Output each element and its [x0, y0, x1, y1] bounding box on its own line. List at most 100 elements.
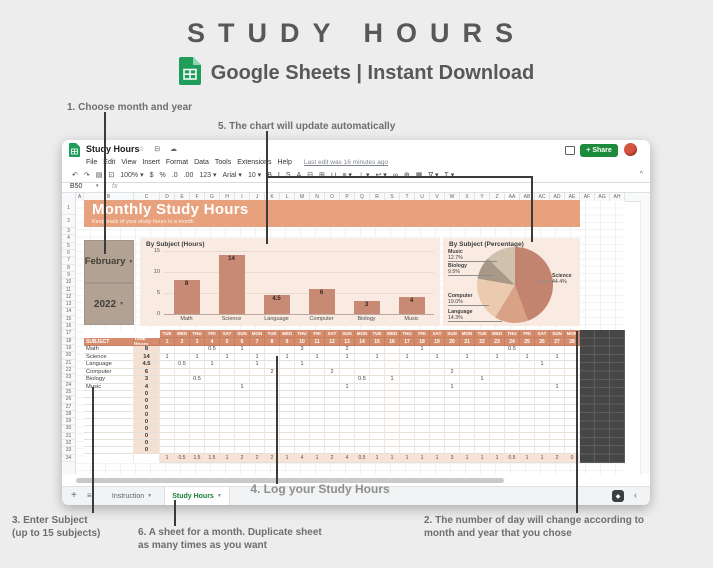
- hour-log-cell[interactable]: [475, 433, 490, 440]
- hour-log-cell[interactable]: [520, 405, 535, 412]
- menu-extensions[interactable]: Extensions: [237, 159, 272, 166]
- hour-log-cell[interactable]: [520, 433, 535, 440]
- filter-icon[interactable]: ∇ ▾: [428, 171, 438, 179]
- hour-log-cell[interactable]: [475, 368, 490, 376]
- hour-log-cell[interactable]: [505, 398, 520, 405]
- hour-log-cell[interactable]: [295, 440, 310, 447]
- hour-log-cell[interactable]: [175, 383, 190, 391]
- hour-log-cell[interactable]: [340, 391, 355, 398]
- hour-log-cell[interactable]: [460, 426, 475, 433]
- hour-log-cell[interactable]: [265, 405, 280, 412]
- hour-log-cell[interactable]: [295, 398, 310, 405]
- hour-log-cell[interactable]: [535, 353, 550, 361]
- hour-log-cell[interactable]: [220, 440, 235, 447]
- hour-log-cell[interactable]: 1: [190, 353, 205, 361]
- hour-log-cell[interactable]: [175, 433, 190, 440]
- hour-log-cell[interactable]: [325, 433, 340, 440]
- hour-log-cell[interactable]: [235, 433, 250, 440]
- row-header-15[interactable]: 15: [62, 316, 75, 324]
- hour-log-cell[interactable]: [325, 447, 340, 454]
- hour-log-cell[interactable]: 1: [340, 353, 355, 361]
- hour-log-cell[interactable]: [325, 346, 340, 354]
- hour-log-cell[interactable]: [205, 353, 220, 361]
- hour-log-cell[interactable]: 1: [205, 361, 220, 369]
- row-header-2[interactable]: 2: [62, 215, 75, 228]
- hour-log-cell[interactable]: [490, 440, 505, 447]
- hour-log-cell[interactable]: [565, 426, 580, 433]
- hour-log-cell[interactable]: [370, 419, 385, 426]
- hour-log-cell[interactable]: [310, 398, 325, 405]
- hour-log-cell[interactable]: [370, 383, 385, 391]
- hour-log-cell[interactable]: [385, 391, 400, 398]
- hour-log-cell[interactable]: [205, 447, 220, 454]
- column-header-AH[interactable]: AH: [610, 193, 625, 201]
- hour-log-cell[interactable]: 1: [370, 353, 385, 361]
- hour-log-cell[interactable]: 0.5: [190, 376, 205, 384]
- hour-log-cell[interactable]: [265, 383, 280, 391]
- hour-log-cell[interactable]: 0.5: [355, 376, 370, 384]
- hour-log-cell[interactable]: [460, 447, 475, 454]
- hour-log-cell[interactable]: [445, 353, 460, 361]
- hour-log-cell[interactable]: [370, 405, 385, 412]
- number-format-select[interactable]: 123 ▾: [199, 172, 217, 179]
- subject-name-cell[interactable]: [84, 412, 134, 419]
- row-header-6[interactable]: 6: [62, 250, 75, 258]
- row-header-31[interactable]: 31: [62, 433, 75, 441]
- menu-edit[interactable]: Edit: [103, 159, 116, 166]
- decrease-decimals-icon[interactable]: .0: [171, 171, 178, 179]
- collapse-panel-icon[interactable]: ‹: [634, 490, 637, 500]
- hour-log-cell[interactable]: [505, 419, 520, 426]
- hour-log-cell[interactable]: [505, 368, 520, 376]
- menu-file[interactable]: File: [86, 159, 98, 166]
- hour-log-cell[interactable]: [475, 405, 490, 412]
- hour-log-cell[interactable]: 1: [160, 353, 175, 361]
- hour-log-cell[interactable]: [430, 346, 445, 354]
- hour-log-cell[interactable]: [430, 440, 445, 447]
- column-header-AG[interactable]: AG: [595, 193, 610, 201]
- hour-log-cell[interactable]: [415, 412, 430, 419]
- hour-log-cell[interactable]: [415, 361, 430, 369]
- row-header-17[interactable]: 17: [62, 330, 75, 338]
- hour-log-cell[interactable]: [370, 376, 385, 384]
- hour-log-cell[interactable]: [220, 383, 235, 391]
- hour-log-cell[interactable]: [370, 361, 385, 369]
- hour-log-cell[interactable]: [460, 433, 475, 440]
- hour-log-cell[interactable]: [475, 419, 490, 426]
- hour-log-cell[interactable]: [235, 447, 250, 454]
- hour-log-cell[interactable]: [160, 398, 175, 405]
- hour-log-cell[interactable]: [475, 447, 490, 454]
- hour-log-cell[interactable]: 2: [265, 368, 280, 376]
- hour-log-cell[interactable]: [340, 412, 355, 419]
- hour-log-cell[interactable]: 1: [280, 353, 295, 361]
- row-header-10[interactable]: 10: [62, 279, 75, 287]
- link-icon[interactable]: ∞: [392, 171, 398, 179]
- hour-log-cell[interactable]: [325, 412, 340, 419]
- bold-icon[interactable]: B: [267, 171, 272, 179]
- hour-log-cell[interactable]: [235, 398, 250, 405]
- hour-log-cell[interactable]: [250, 405, 265, 412]
- hour-log-cell[interactable]: [310, 433, 325, 440]
- hour-log-cell[interactable]: [550, 447, 565, 454]
- hour-log-cell[interactable]: [370, 440, 385, 447]
- hour-log-cell[interactable]: [445, 419, 460, 426]
- hour-log-cell[interactable]: [400, 376, 415, 384]
- hour-log-cell[interactable]: [415, 433, 430, 440]
- hour-log-cell[interactable]: [190, 391, 205, 398]
- hour-log-cell[interactable]: [310, 346, 325, 354]
- hour-log-cell[interactable]: [160, 419, 175, 426]
- hour-log-cell[interactable]: [370, 346, 385, 354]
- column-header-F[interactable]: F: [190, 193, 205, 201]
- hour-log-cell[interactable]: [160, 405, 175, 412]
- v-align-icon[interactable]: ⊥ ▾: [358, 171, 370, 179]
- hour-log-cell[interactable]: [370, 412, 385, 419]
- row-header-26[interactable]: 26: [62, 396, 75, 404]
- column-header-R[interactable]: R: [370, 193, 385, 201]
- hour-log-cell[interactable]: [520, 398, 535, 405]
- row-header-12[interactable]: 12: [62, 294, 75, 302]
- hour-log-cell[interactable]: [175, 346, 190, 354]
- hour-log-cell[interactable]: [430, 376, 445, 384]
- column-header-T[interactable]: T: [400, 193, 415, 201]
- hour-log-cell[interactable]: [265, 433, 280, 440]
- hour-log-cell[interactable]: [250, 419, 265, 426]
- hour-log-cell[interactable]: [400, 419, 415, 426]
